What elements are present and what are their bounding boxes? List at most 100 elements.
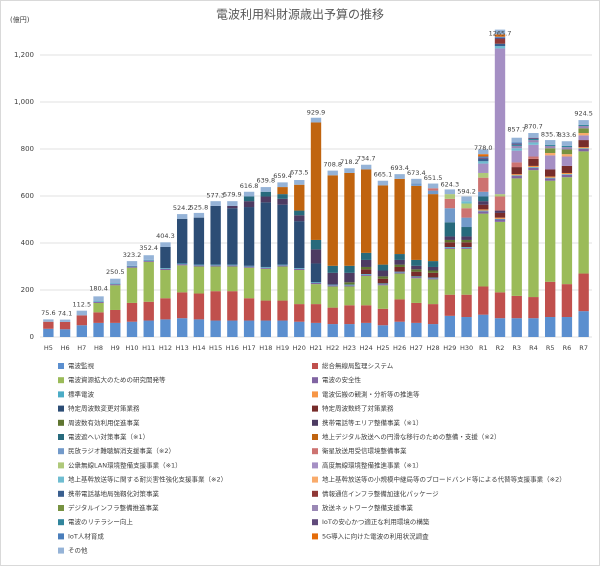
total-label: 180.4 bbox=[89, 285, 108, 293]
legend-label: 放送ネットワーク整備支援事業 bbox=[322, 503, 414, 512]
bar-segment bbox=[461, 294, 472, 318]
bar-segment bbox=[478, 209, 489, 211]
bar-segment bbox=[227, 205, 238, 209]
total-label: 924.5 bbox=[574, 110, 593, 118]
bar-segment bbox=[444, 194, 456, 199]
x-tick-label: H6 bbox=[61, 344, 70, 352]
bar-segment bbox=[43, 319, 54, 322]
bar-segment bbox=[411, 276, 422, 278]
bar-segment bbox=[377, 185, 389, 265]
bar-segment bbox=[227, 264, 238, 266]
x-tick-label: H17 bbox=[243, 344, 256, 352]
bar-segment bbox=[444, 315, 456, 337]
bar-segment bbox=[478, 157, 489, 159]
bar-segment bbox=[544, 152, 556, 156]
bar-segment bbox=[511, 295, 522, 319]
bar-segment bbox=[494, 37, 506, 40]
bar-segment bbox=[243, 298, 255, 321]
legend-label: 公衆無線LAN環境整備支援事業（※1） bbox=[68, 460, 182, 469]
legend-label: その他 bbox=[68, 546, 88, 555]
bar-segment bbox=[327, 265, 338, 273]
x-tick-label: H25 bbox=[376, 344, 389, 352]
bar-segment bbox=[360, 269, 372, 275]
bar-segment bbox=[93, 322, 104, 337]
x-tick-label: H5 bbox=[44, 344, 53, 352]
legend-swatch bbox=[58, 391, 64, 398]
x-tick-label: H24 bbox=[360, 344, 373, 352]
bar-segment bbox=[143, 260, 154, 262]
bar-segment bbox=[377, 308, 389, 326]
y-tick-label: 1,000 bbox=[14, 98, 34, 106]
legend-swatch bbox=[58, 377, 64, 384]
bar-segment bbox=[377, 285, 389, 309]
bar-segment bbox=[511, 175, 522, 177]
bar-segment bbox=[494, 217, 506, 219]
bar-segment bbox=[277, 198, 288, 205]
total-label: 870.7 bbox=[524, 122, 543, 130]
bar-segment bbox=[394, 259, 405, 265]
bar-segment bbox=[210, 201, 221, 206]
bar-segment bbox=[110, 309, 121, 323]
bar-segment bbox=[210, 264, 221, 266]
bar-segment bbox=[160, 319, 171, 337]
bar-segment bbox=[260, 320, 272, 337]
bar-segment bbox=[260, 191, 272, 197]
bar-segment bbox=[277, 320, 288, 337]
bar-segment bbox=[544, 148, 556, 153]
bar-segment bbox=[494, 36, 506, 38]
legend-label: 地上基幹放送等の小規模中継局等のブロードバンド等による代替等支援事業（※2） bbox=[322, 475, 566, 484]
bar-segment bbox=[494, 219, 506, 222]
x-tick-label: H23 bbox=[343, 344, 356, 352]
bar-segment bbox=[193, 212, 205, 218]
bar-segment bbox=[160, 268, 171, 271]
legend-swatch bbox=[58, 490, 64, 497]
bar-segment bbox=[544, 145, 556, 149]
bar-segment bbox=[193, 217, 205, 265]
bar-segment bbox=[444, 239, 456, 243]
bar-segment bbox=[193, 265, 205, 267]
bar-segment bbox=[76, 325, 88, 337]
total-label: 616.8 bbox=[240, 182, 259, 190]
bar-segment bbox=[427, 266, 439, 271]
x-tick-label: H22 bbox=[326, 344, 339, 352]
x-tick-label: H19 bbox=[276, 344, 289, 352]
bar-segment bbox=[561, 174, 573, 175]
bar-segment bbox=[210, 205, 221, 265]
bar-segment bbox=[394, 321, 405, 337]
legend-swatch bbox=[58, 533, 64, 540]
bar-segment bbox=[478, 314, 489, 337]
x-tick-label: H8 bbox=[94, 344, 103, 352]
bar-segment bbox=[126, 266, 138, 268]
bar-segment bbox=[126, 267, 138, 303]
bar-segment bbox=[344, 324, 355, 337]
x-tick-label: H16 bbox=[226, 344, 239, 352]
bar-segment bbox=[544, 281, 556, 318]
bar-segment bbox=[277, 187, 288, 195]
bar-segment bbox=[461, 208, 472, 218]
bar-segment bbox=[394, 174, 405, 179]
bar-segment bbox=[360, 169, 372, 253]
total-label: 352.4 bbox=[139, 244, 158, 252]
bar-segment bbox=[360, 266, 372, 270]
bar-segment bbox=[193, 266, 205, 294]
bar-segment bbox=[260, 196, 272, 203]
bar-segment bbox=[427, 188, 439, 191]
bar-segment bbox=[511, 176, 522, 179]
bar-segment bbox=[327, 286, 338, 308]
total-label: 673.5 bbox=[290, 169, 309, 177]
legend-swatch bbox=[312, 462, 318, 469]
bar-segment bbox=[561, 149, 573, 155]
bar-segment bbox=[478, 213, 489, 287]
total-label: 693.4 bbox=[390, 164, 409, 172]
legend-label: 地上基幹放送等に関する耐災害性強化支援事業（※2） bbox=[68, 475, 227, 484]
bar-segment bbox=[411, 178, 422, 184]
total-label: 651.5 bbox=[424, 174, 443, 182]
y-tick-label: 600 bbox=[21, 192, 34, 200]
bar-segment bbox=[76, 310, 88, 316]
bar-segment bbox=[327, 307, 338, 325]
bar-segment bbox=[511, 178, 522, 296]
bar-segment bbox=[578, 148, 589, 149]
legend-swatch bbox=[312, 476, 318, 483]
bar-segment bbox=[394, 264, 405, 267]
total-label: 673.4 bbox=[407, 169, 426, 177]
